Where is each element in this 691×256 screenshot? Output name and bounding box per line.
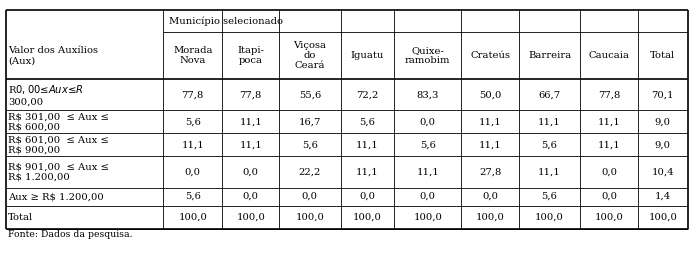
Text: 100,0: 100,0 (648, 213, 677, 222)
Text: Iguatu: Iguatu (351, 51, 384, 60)
Text: Viçosa
do
Ceará: Viçosa do Ceará (294, 40, 326, 70)
Text: 77,8: 77,8 (182, 90, 204, 99)
Text: 0,0: 0,0 (243, 192, 258, 201)
Text: 100,0: 100,0 (236, 213, 265, 222)
Text: 11,1: 11,1 (239, 117, 262, 126)
Text: 100,0: 100,0 (595, 213, 623, 222)
Text: 0,0: 0,0 (184, 167, 201, 176)
Text: 5,6: 5,6 (302, 140, 318, 149)
Text: 66,7: 66,7 (538, 90, 560, 99)
Text: 0,0: 0,0 (419, 117, 436, 126)
Text: Barreira: Barreira (528, 51, 571, 60)
Text: 5,6: 5,6 (359, 117, 375, 126)
Text: Total: Total (650, 51, 675, 60)
Text: 100,0: 100,0 (535, 213, 564, 222)
Text: 83,3: 83,3 (417, 90, 439, 99)
Text: 1,4: 1,4 (654, 192, 671, 201)
Text: 0,0: 0,0 (359, 192, 375, 201)
Text: 11,1: 11,1 (182, 140, 204, 149)
Text: 0,0: 0,0 (601, 167, 617, 176)
Text: 0,0: 0,0 (601, 192, 617, 201)
Text: 11,1: 11,1 (479, 117, 502, 126)
Text: 11,1: 11,1 (479, 140, 502, 149)
Text: R$ 901,00  ≤ Aux ≤
R$ 1.200,00: R$ 901,00 ≤ Aux ≤ R$ 1.200,00 (8, 162, 109, 182)
Text: 0,0: 0,0 (302, 192, 318, 201)
Text: 11,1: 11,1 (356, 167, 379, 176)
Text: Morada
Nova: Morada Nova (173, 46, 213, 65)
Text: 10,4: 10,4 (652, 167, 674, 176)
Text: 55,6: 55,6 (299, 90, 321, 99)
Text: 11,1: 11,1 (538, 167, 561, 176)
Text: 5,6: 5,6 (185, 117, 200, 126)
Text: Caucaia: Caucaia (589, 51, 630, 60)
Text: 5,6: 5,6 (185, 192, 200, 201)
Text: 77,8: 77,8 (598, 90, 621, 99)
Text: 0,0: 0,0 (482, 192, 498, 201)
Text: 77,8: 77,8 (240, 90, 262, 99)
Text: 22,2: 22,2 (299, 167, 321, 176)
Text: 5,6: 5,6 (542, 192, 558, 201)
Text: R$ 301,00  ≤ Aux ≤
R$ 600,00: R$ 301,00 ≤ Aux ≤ R$ 600,00 (8, 112, 109, 132)
Text: 100,0: 100,0 (475, 213, 504, 222)
Text: Quixe-
ramobim: Quixe- ramobim (405, 46, 451, 65)
Text: 70,1: 70,1 (652, 90, 674, 99)
Text: R$ 601,00  ≤ Aux ≤
R$ 900,00: R$ 601,00 ≤ Aux ≤ R$ 900,00 (8, 135, 109, 154)
Text: 9,0: 9,0 (654, 140, 671, 149)
Text: 16,7: 16,7 (299, 117, 321, 126)
Text: 100,0: 100,0 (178, 213, 207, 222)
Text: 5,6: 5,6 (542, 140, 558, 149)
Text: 0,0: 0,0 (243, 167, 258, 176)
Text: 72,2: 72,2 (357, 90, 379, 99)
Text: 11,1: 11,1 (538, 117, 561, 126)
Text: 100,0: 100,0 (296, 213, 324, 222)
Text: 50,0: 50,0 (479, 90, 501, 99)
Text: 100,0: 100,0 (353, 213, 382, 222)
Text: 0,0: 0,0 (419, 192, 436, 201)
Text: Itapi-
poca: Itapi- poca (237, 46, 264, 65)
Text: 11,1: 11,1 (417, 167, 439, 176)
Text: Fonte: Dados da pesquisa.: Fonte: Dados da pesquisa. (8, 230, 133, 239)
Text: Município selecionado: Município selecionado (169, 16, 283, 26)
Text: 11,1: 11,1 (598, 140, 621, 149)
Text: 100,0: 100,0 (413, 213, 442, 222)
Text: 5,6: 5,6 (420, 140, 436, 149)
Text: 11,1: 11,1 (356, 140, 379, 149)
Text: Crateús: Crateús (470, 51, 510, 60)
Text: 9,0: 9,0 (654, 117, 671, 126)
Text: Valor dos Auxílios
(Aux): Valor dos Auxílios (Aux) (8, 46, 98, 65)
Text: R$ 0,00  ≤ Aux ≤ R$
300,00: R$ 0,00 ≤ Aux ≤ R$ 300,00 (8, 83, 84, 106)
Text: 27,8: 27,8 (479, 167, 501, 176)
Text: Aux ≥ R$ 1.200,00: Aux ≥ R$ 1.200,00 (8, 192, 104, 201)
Text: 11,1: 11,1 (239, 140, 262, 149)
Text: Total: Total (8, 213, 33, 222)
Text: 11,1: 11,1 (598, 117, 621, 126)
